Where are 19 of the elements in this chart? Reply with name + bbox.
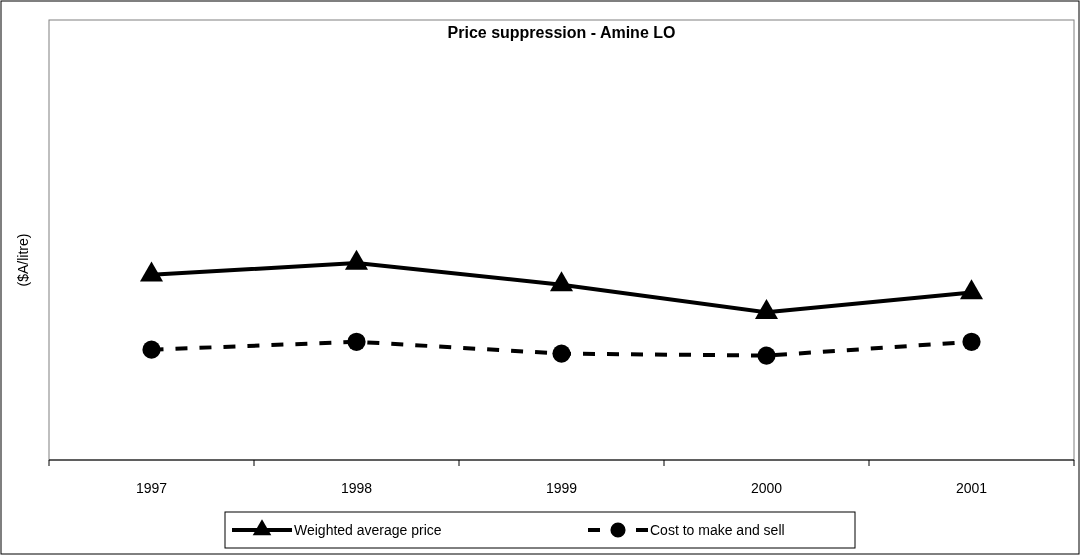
x-tick-label: 2000 (750, 480, 783, 496)
legend-label: Cost to make and sell (650, 522, 785, 538)
point (139, 261, 164, 282)
x-tick-label: 1997 (135, 480, 168, 496)
legend-label: Weighted average price (294, 522, 442, 538)
point (347, 332, 366, 351)
point (549, 271, 574, 292)
point (754, 298, 779, 319)
point (962, 332, 981, 351)
x-tick-label: 2001 (955, 480, 988, 496)
chart-title: Price suppression - Amine LO (447, 24, 676, 41)
point (959, 279, 984, 300)
point (344, 249, 369, 270)
point (757, 346, 776, 365)
x-tick-label: 1999 (545, 480, 578, 496)
point (142, 340, 161, 359)
x-tick-label: 1998 (340, 480, 373, 496)
point (552, 344, 571, 363)
y-axis-title: ($A/litre) (15, 233, 31, 287)
